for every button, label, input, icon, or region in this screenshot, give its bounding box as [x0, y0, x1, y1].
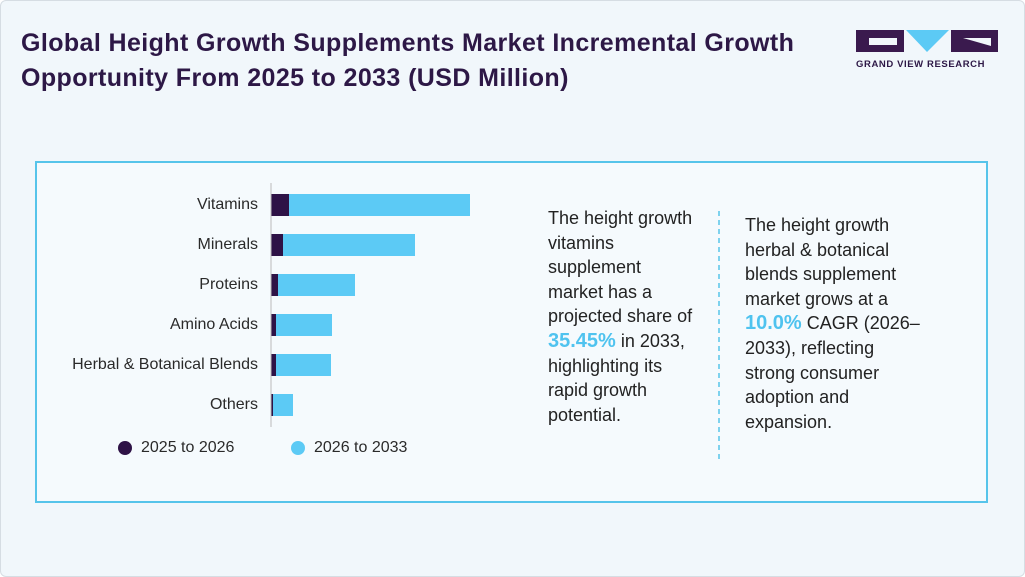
bar: [271, 314, 276, 336]
note-highlight: 10.0%: [745, 312, 802, 335]
legend-label: 2025 to 2026: [141, 439, 235, 456]
logo-triangle: [906, 30, 949, 52]
bar: [273, 394, 293, 416]
bar: [283, 234, 415, 256]
bar: [278, 274, 355, 296]
bar: [271, 194, 289, 216]
y-tick-label: Minerals: [198, 236, 258, 253]
y-tick-label: Others: [210, 396, 258, 413]
bar: [276, 314, 332, 336]
logo-block: [951, 30, 998, 52]
note-text: in 2033, highlighting its rapid growth p…: [548, 330, 685, 425]
bar: [276, 354, 331, 376]
logo-block: [856, 30, 904, 52]
bar: [271, 234, 283, 256]
title: Global Height Growth Supplements Market …: [21, 29, 795, 92]
note-text: CAGR (2026–2033), reflecting strong cons…: [745, 313, 920, 432]
logo: [856, 30, 998, 52]
note-highlight: 35.45%: [548, 329, 616, 352]
legend-marker: [291, 441, 305, 455]
y-tick-label: Vitamins: [197, 196, 258, 213]
note-text: The height growth vitamins supplement ma…: [548, 208, 693, 327]
bar: [271, 354, 276, 376]
panel: [35, 161, 988, 503]
y-tick-label: Proteins: [199, 276, 258, 293]
legend-marker: [118, 441, 132, 455]
note: The height growth herbal & botanical ble…: [745, 213, 925, 434]
note: The height growth vitamins supplement ma…: [548, 206, 698, 427]
bar: [289, 194, 470, 216]
legend-label: 2026 to 2033: [314, 439, 408, 456]
bar: [271, 394, 273, 416]
bar: [271, 274, 278, 296]
note-text: The height growth herbal & botanical ble…: [745, 215, 897, 309]
y-tick-label: Herbal & Botanical Blends: [72, 356, 258, 373]
brand: GRAND VIEW RESEARCH: [856, 59, 986, 70]
y-tick-label: Amino Acids: [170, 316, 258, 333]
